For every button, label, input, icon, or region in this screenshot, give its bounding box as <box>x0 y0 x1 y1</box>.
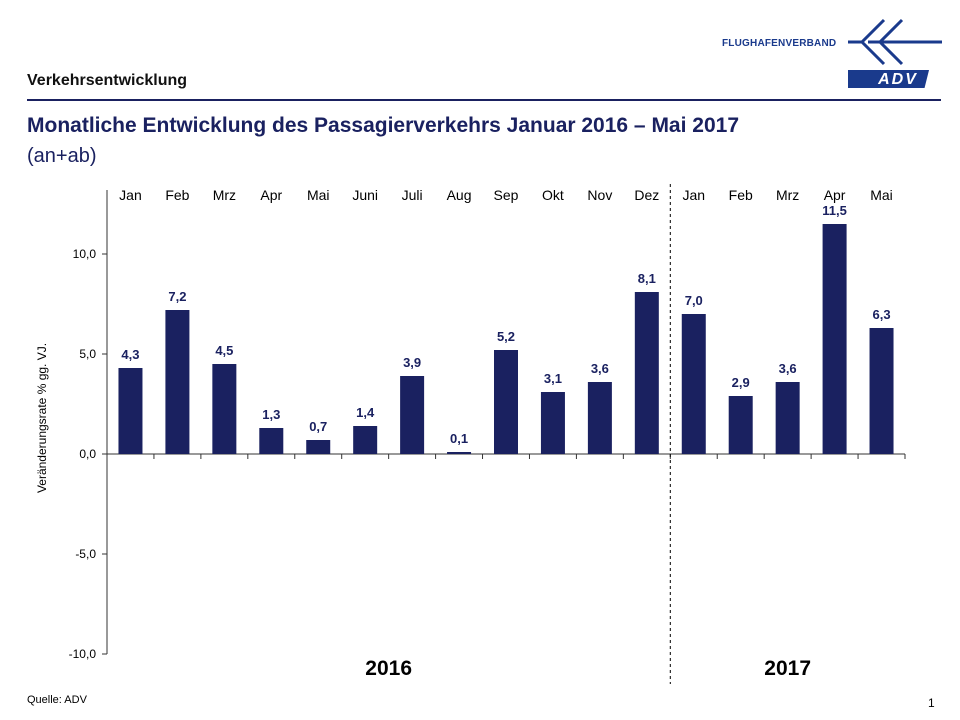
bar <box>634 292 659 454</box>
bar-value-label: 2,9 <box>732 375 750 390</box>
y-tick-label: -10,0 <box>69 647 97 661</box>
brand-name: FLUGHAFENVERBAND <box>722 38 837 49</box>
month-label: Feb <box>729 187 753 203</box>
bar-value-label: 4,3 <box>121 347 139 362</box>
year-label: 2017 <box>764 657 811 680</box>
bar <box>822 224 847 454</box>
bar <box>681 314 706 454</box>
month-label: Apr <box>260 187 282 203</box>
bar-value-label: 0,1 <box>450 431 468 446</box>
bar-value-label: 8,1 <box>638 271 656 286</box>
y-tick-label: 10,0 <box>73 247 97 261</box>
bar <box>400 376 425 454</box>
source-note: Quelle: ADV <box>27 694 87 706</box>
month-label: Jan <box>119 187 142 203</box>
month-label: Dez <box>634 187 659 203</box>
bar <box>869 328 894 454</box>
month-label: Mrz <box>213 187 236 203</box>
month-label: Feb <box>165 187 189 203</box>
chart-subtitle: (an+ab) <box>27 145 97 167</box>
month-label: Sep <box>494 187 519 203</box>
bar-value-label: 11,5 <box>822 203 847 218</box>
y-tick-label: 0,0 <box>79 447 96 461</box>
y-axis-title: Veränderungsrate % gg. VJ. <box>35 343 49 493</box>
chart-title: Monatliche Entwicklung des Passagierverk… <box>27 114 740 137</box>
bar <box>494 350 518 454</box>
bar <box>540 392 565 454</box>
month-label: Mrz <box>776 187 799 203</box>
bar <box>728 396 753 454</box>
page-number: 1 <box>928 696 935 710</box>
y-tick-label: -5,0 <box>75 547 96 561</box>
y-tick-label: 5,0 <box>79 347 96 361</box>
bar <box>353 426 378 454</box>
bar-value-label: 6,3 <box>872 307 890 322</box>
bar <box>775 382 800 454</box>
bar-value-label: 0,7 <box>309 419 327 434</box>
month-label: Juni <box>352 187 378 203</box>
logo-text: ADV <box>877 71 918 88</box>
month-label: Juli <box>402 187 423 203</box>
bar <box>212 364 237 454</box>
adv-airplane-logo-icon: ADV <box>848 18 942 88</box>
month-label: Nov <box>587 187 612 203</box>
bar-value-label: 1,4 <box>356 405 375 420</box>
month-label: Mai <box>307 187 330 203</box>
bar <box>447 452 472 454</box>
bar-value-label: 7,0 <box>685 293 703 308</box>
bar <box>306 440 331 454</box>
bar-value-label: 3,6 <box>591 361 609 376</box>
bar-value-label: 5,2 <box>497 329 515 344</box>
bar-value-label: 4,5 <box>215 343 233 358</box>
bar <box>587 382 612 454</box>
year-label: 2016 <box>365 657 412 680</box>
bar <box>259 428 284 454</box>
month-label: Apr <box>824 187 846 203</box>
bar-value-label: 3,1 <box>544 371 562 386</box>
header-divider <box>27 99 941 101</box>
bar <box>118 368 143 454</box>
month-label: Mai <box>870 187 893 203</box>
bar-value-label: 7,2 <box>168 289 186 304</box>
bar <box>165 310 190 454</box>
month-label: Aug <box>447 187 472 203</box>
bar-value-label: 3,6 <box>779 361 797 376</box>
bar-value-label: 3,9 <box>403 355 421 370</box>
month-label: Jan <box>682 187 705 203</box>
section-title: Verkehrsentwicklung <box>27 72 188 89</box>
month-label: Okt <box>542 187 564 203</box>
bar-value-label: 1,3 <box>262 407 280 422</box>
